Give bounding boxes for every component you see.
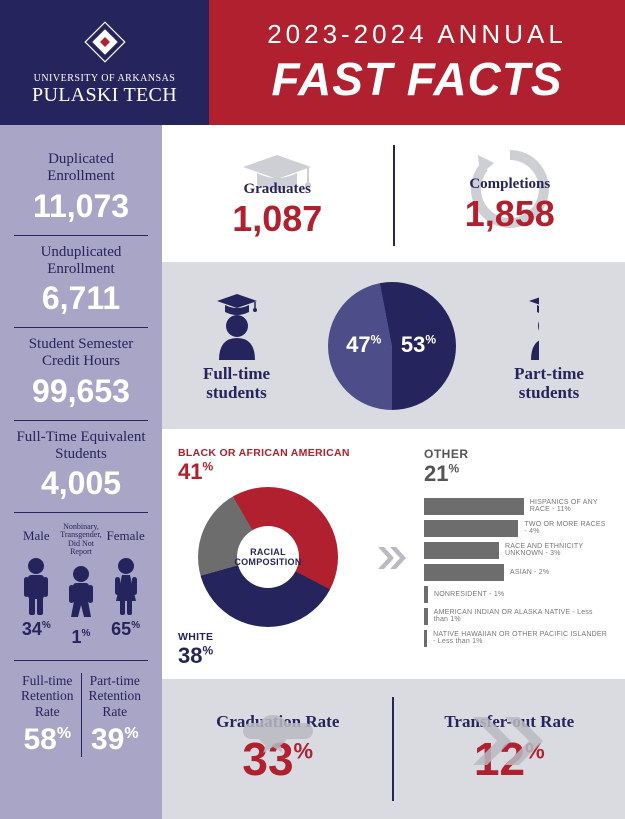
other-bar-1: TWO OR MORE RACES - 4% [424,519,609,537]
graduates-value: 1,087 [232,198,322,240]
person-icon [103,553,148,615]
race-seg-0-label: BLACK OR AFRICAN AMERICAN [178,447,358,459]
other-bar-6: NATIVE HAWAIIAN OR OTHER PACIFIC ISLANDE… [424,629,609,647]
other-bar-4: NONRESIDENT - 1% [424,585,609,603]
bar-label: RACE AND ETHNICITY UNKNOWN - 3% [505,543,609,557]
race-donut: BLACK OR AFRICAN AMERICAN 41% RACIALCOMP… [178,447,358,669]
side-stat-0: Duplicated Enrollment11,073 [14,143,148,236]
title-box: 2023-2024 ANNUAL FAST FACTS [209,0,625,125]
gender-label: Female [103,523,148,549]
bar-label: TWO OR MORE RACES - 4% [524,521,609,535]
retention-label: Full-timeRetentionRate [14,673,81,720]
side-stat-label: Duplicated Enrollment [14,151,148,186]
completions-label: Completions [465,176,555,193]
gender-pct: 65% [103,619,148,640]
header: UNIVERSITY OF ARKANSAS PULASKI TECH 2023… [0,0,625,125]
race-seg-1-pct: 38% [178,643,358,669]
sidebar: Duplicated Enrollment11,073Unduplicated … [0,125,162,819]
side-stat-value: 11,073 [14,188,148,225]
race-seg-2-pct: 21% [424,461,459,487]
gender-pct: 1% [59,627,104,648]
bar-fill [424,630,427,647]
retention-0: Full-timeRetentionRate58% [14,673,82,758]
bar-label: NONRESIDENT - 1% [434,591,504,598]
bar-label: HISPANICS OF ANY RACE - 11% [530,499,609,513]
bar-fill [424,564,504,581]
side-stat-value: 99,653 [14,373,148,410]
gender-pct: 34% [14,619,59,640]
race-panel: BLACK OR AFRICAN AMERICAN 41% RACIALCOMP… [162,429,625,679]
gender-label: Nonbinary,Transgender,Did Not Report [59,523,104,557]
completions-value: 1,858 [465,193,555,235]
grad-completions: Graduates 1,087 Completions 1,858 [162,125,625,262]
bar-label: NATIVE HAWAIIAN OR OTHER PACIFIC ISLANDE… [433,631,609,645]
side-stat-value: 4,005 [14,465,148,502]
fulltime-label: Full-timestudents [203,365,270,402]
other-bar-5: AMERICAN INDIAN OR ALASKA NATIVE - Less … [424,607,609,625]
logo-box: UNIVERSITY OF ARKANSAS PULASKI TECH [0,0,209,125]
title-fast: FAST FACTS [271,52,562,106]
retention-label: Part-timeRetentionRate [82,673,149,720]
other-bar-3: ASIAN - 2% [424,563,609,581]
main: Graduates 1,087 Completions 1,858 [162,125,625,819]
graduates-cell: Graduates 1,087 [162,145,395,246]
parttime-label: Part-timestudents [514,365,584,402]
bar-fill [424,586,428,603]
gender-label: Male [14,523,59,549]
retention-value: 39% [82,723,149,757]
rates-panel: Graduation Rate 33% Transfer-out Rate 12… [162,679,625,819]
gender-row: Male34%Nonbinary,Transgender,Did Not Rep… [14,513,148,661]
graduates-label: Graduates [232,181,322,198]
gender-0: Male 34% [14,523,59,648]
ft-pt-panel: Full-timestudents 47% 53% Part-timestude… [162,262,625,429]
side-stat-label: Full-Time EquivalentStudents [14,429,148,464]
retention-value: 58% [14,723,81,757]
gender-2: Female 65% [103,523,148,648]
bar-fill [424,498,524,515]
side-stat-2: Student SemesterCredit Hours99,653 [14,328,148,421]
title-year: 2023-2024 ANNUAL [267,19,567,50]
side-stat-label: Unduplicated Enrollment [14,244,148,279]
bar-fill [424,520,518,537]
race-seg-2-label: OTHER [424,447,469,461]
bar-fill [424,542,499,559]
retention-row: Full-timeRetentionRate58%Part-timeRetent… [14,661,148,758]
ftpt-donut: 47% 53% [328,282,456,410]
chevrons-large-icon [469,711,549,771]
completions-cell: Completions 1,858 [395,145,625,246]
univ-name-2: PULASKI TECH [32,84,177,107]
side-stat-label: Student SemesterCredit Hours [14,336,148,371]
gender-1: Nonbinary,Transgender,Did Not Report 1% [59,523,104,648]
grad-rate-cell: Graduation Rate 33% [162,679,394,819]
student-half-icon [529,288,569,360]
race-center-label: RACIALCOMPOSITION [237,526,299,588]
bar-label: AMERICAN INDIAN OR ALASKA NATIVE - Less … [434,609,609,623]
other-bar-0: HISPANICS OF ANY RACE - 11% [424,497,609,515]
bar-label: ASIAN - 2% [510,569,549,576]
bar-fill [424,608,428,625]
chevrons-icon [376,543,406,573]
side-stat-3: Full-Time EquivalentStudents4,005 [14,421,148,514]
logo-icon [82,19,128,65]
student-full-icon [207,288,267,360]
transfer-rate-cell: Transfer-out Rate 12% [394,679,625,819]
race-seg-0-pct: 41% [178,459,358,485]
retention-1: Part-timeRetentionRate39% [82,673,149,758]
side-stat-1: Unduplicated Enrollment6,711 [14,236,148,329]
univ-name-1: UNIVERSITY OF ARKANSAS [34,73,176,84]
race-other-detail: OTHER 21% HISPANICS OF ANY RACE - 11% TWO… [424,447,609,669]
diploma-icon [233,707,323,757]
side-stat-value: 6,711 [14,280,148,317]
other-bar-2: RACE AND ETHNICITY UNKNOWN - 3% [424,541,609,559]
race-seg-1-label: WHITE [178,631,358,643]
person-icon [59,561,104,623]
person-icon [14,553,59,615]
